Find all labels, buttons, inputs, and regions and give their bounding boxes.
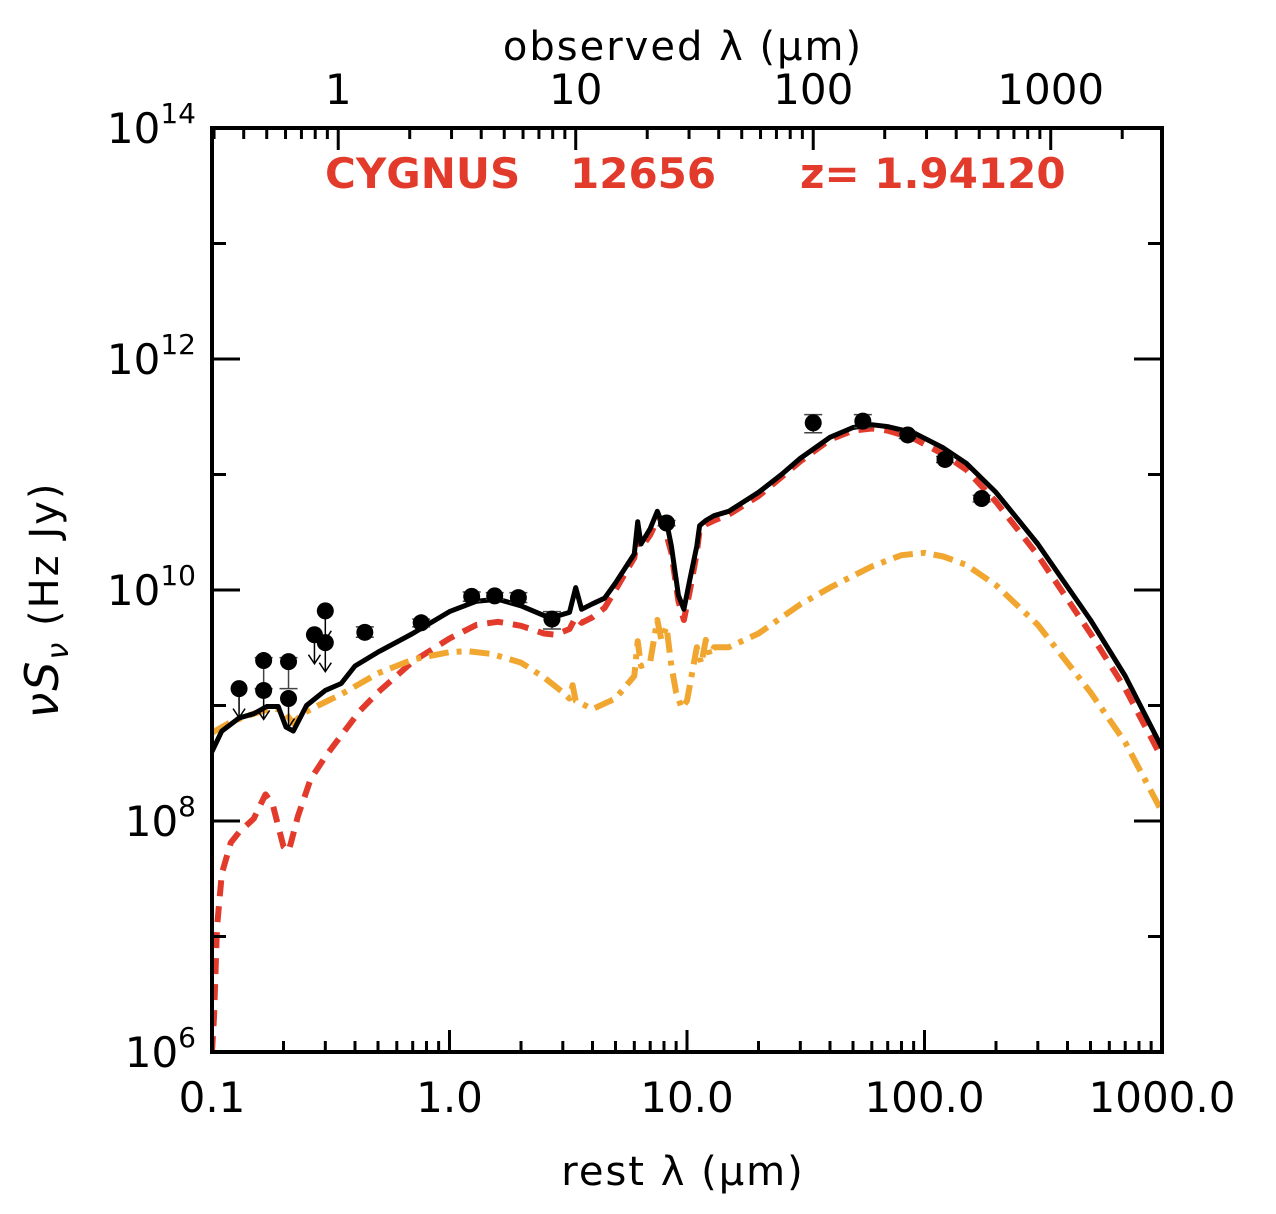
y-axis-title-units: (Hz Jy) (22, 482, 68, 641)
y-tick-exponent: 12 (160, 328, 196, 361)
chart-title: CYGNUS 12656 z= 1.94120 (325, 149, 1066, 198)
data-point-marker (230, 680, 248, 698)
data-point-marker (486, 587, 504, 605)
data-point (972, 489, 991, 507)
x-top-tick-label: 10 (549, 65, 602, 114)
data-point (542, 610, 561, 630)
y-tick-exponent: 8 (178, 790, 196, 823)
data-point-marker (255, 681, 273, 699)
data-point-marker (804, 414, 822, 432)
x-top-tick-label: 1 (325, 65, 352, 114)
x-tick-label: 10.0 (640, 1073, 734, 1122)
bottom-axis-title: rest λ (μm) (561, 1149, 804, 1195)
data-point (898, 426, 917, 444)
y-tick-base: 10 (107, 104, 160, 153)
data-point-marker (412, 614, 430, 632)
data-point-marker (509, 589, 527, 607)
y-tick-exponent: 14 (160, 97, 196, 130)
y-tick-label: 1010 (107, 559, 196, 615)
data-point (412, 614, 431, 632)
y-tick-label: 1014 (107, 97, 196, 153)
observations-layer (230, 412, 991, 729)
top-axis-title: observed λ (μm) (503, 24, 863, 70)
y-tick-label: 108 (125, 790, 196, 846)
upper-limit-arrowhead (257, 710, 271, 721)
x-top-tick-label: 100 (773, 65, 853, 114)
data-point (316, 634, 334, 674)
x-tick-label: 100.0 (864, 1073, 984, 1122)
data-point (279, 653, 298, 690)
data-point (804, 413, 823, 434)
series-layer (212, 422, 1162, 1052)
chart-title-name: CYGNUS (325, 149, 520, 198)
y-tick-base: 10 (125, 1028, 178, 1077)
y-axis-title: νSν (Hz Jy) (15, 482, 76, 719)
top-axis-title-text: observed λ (μm) (503, 24, 863, 70)
data-point-marker (316, 602, 334, 620)
y-axis-title-main: νS (15, 660, 69, 719)
data-point-marker (973, 489, 991, 507)
data-point-marker (899, 426, 917, 444)
y-tick-base: 10 (107, 335, 160, 384)
y-tick-exponent: 10 (160, 559, 196, 592)
data-point (657, 514, 676, 532)
data-point (509, 589, 528, 607)
data-point-marker (356, 623, 374, 641)
series-starburst-line (212, 425, 1162, 1052)
data-point-marker (255, 652, 273, 670)
chart-title-id: 12656 (570, 149, 716, 198)
data-point (853, 412, 872, 430)
chart-title-redshift: z= 1.94120 (800, 149, 1066, 198)
data-point (355, 623, 374, 641)
data-point-marker (463, 587, 481, 605)
y-axis-title-sub: ν (41, 641, 76, 660)
series-agn-line (212, 549, 1162, 814)
upper-limit-arrowhead (232, 708, 246, 719)
data-point (936, 450, 955, 468)
data-point (280, 689, 298, 729)
data-point (230, 680, 248, 719)
data-point (462, 587, 481, 605)
data-point-marker (658, 514, 676, 532)
data-point-marker (543, 610, 561, 628)
x-tick-label: 0.1 (179, 1073, 246, 1122)
upper-limit-arrowhead (307, 654, 322, 666)
y-tick-base: 10 (125, 797, 178, 846)
axes-layer: 0.1 1.0 10.0 100.0 1000.01 10 100 1000106108101… (107, 65, 1236, 1122)
y-tick-label: 106 (125, 1021, 196, 1077)
plot-frame (210, 126, 1164, 1054)
y-tick-base: 10 (107, 566, 160, 615)
data-point-marker (854, 412, 872, 430)
x-tick-label: 1.0 (416, 1073, 483, 1122)
data-point (255, 681, 273, 721)
y-tick-label: 1012 (107, 328, 196, 384)
data-point (485, 587, 504, 605)
data-point-marker (280, 653, 298, 671)
data-point-marker (280, 689, 298, 707)
x-tick-label: 1000.0 (1089, 1073, 1236, 1122)
upper-limit-arrowhead (318, 662, 332, 674)
data-point-marker (316, 634, 334, 652)
x-top-tick-label: 1000 (997, 65, 1104, 114)
data-point-marker (936, 450, 954, 468)
upper-limit-arrowhead (281, 718, 296, 729)
y-tick-exponent: 6 (178, 1021, 196, 1054)
